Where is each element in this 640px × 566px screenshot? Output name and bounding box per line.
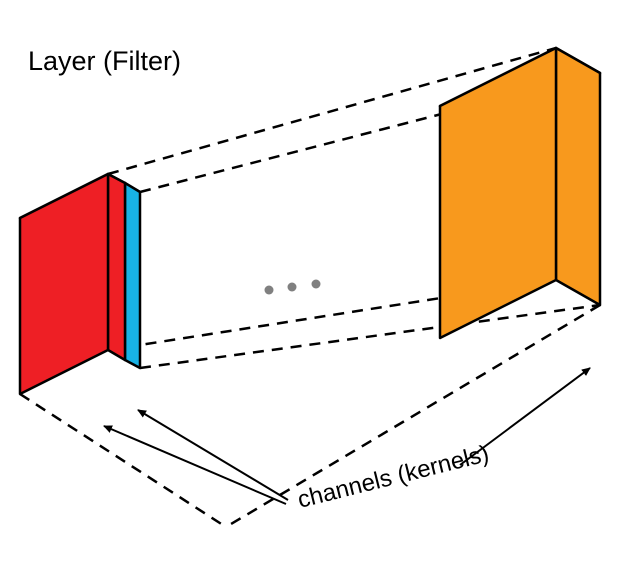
title-label: Layer (Filter) bbox=[28, 46, 181, 76]
arrow-to-cyan bbox=[138, 410, 288, 500]
right-slab-face bbox=[440, 48, 556, 338]
left-slab-cyan-side bbox=[125, 183, 140, 368]
right-slab-orange bbox=[440, 48, 600, 338]
left-slab-red-face bbox=[20, 174, 108, 394]
diagram-canvas: Layer (Filter) channels (kernels) bbox=[0, 0, 640, 561]
arrow-to-red bbox=[104, 426, 286, 504]
left-slab-red bbox=[20, 174, 140, 394]
channels-label: channels (kernels) bbox=[295, 440, 492, 514]
left-slab-red-side bbox=[108, 174, 125, 360]
ellipsis-dots bbox=[265, 280, 321, 295]
right-slab-side bbox=[556, 48, 600, 305]
